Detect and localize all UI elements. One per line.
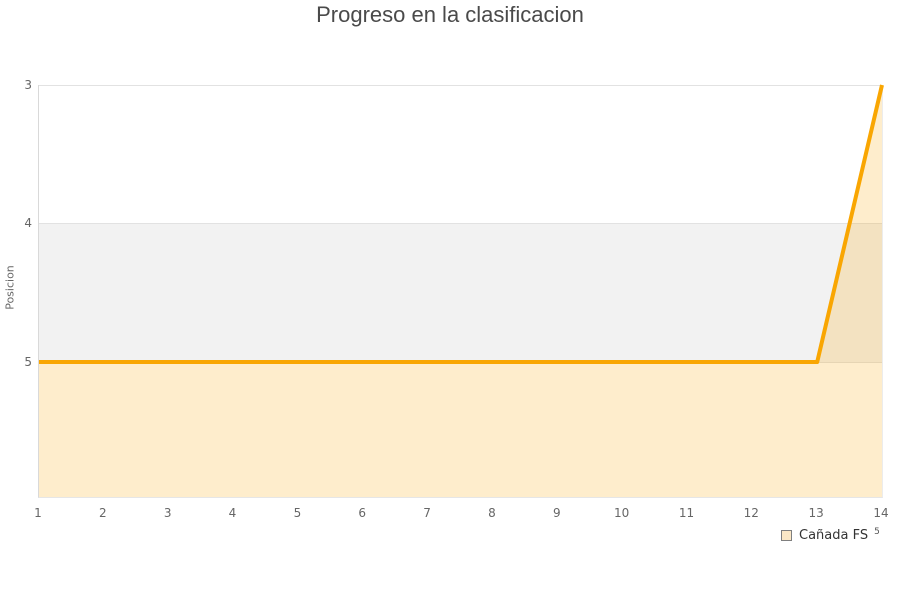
x-tick-label: 10 [613,506,630,520]
plot-band-4-5 [39,223,882,362]
x-tick-label: 2 [98,506,107,520]
legend-swatch-icon[interactable] [781,530,792,541]
x-tick-label: 9 [552,506,561,520]
legend-item[interactable]: Cañada FS 5 [781,526,880,543]
legend-superscript: 5 [874,526,880,537]
x-tick-label: 14 [873,506,889,520]
gridline-y-3 [39,85,882,86]
x-tick-label: 4 [228,506,237,520]
x-tick-label: 1 [34,506,42,520]
x-tick-label: 12 [743,506,759,520]
y-tick-label: 3 [24,78,32,92]
x-tick-label: 8 [488,506,496,520]
legend-label: Cañada FS [799,528,869,543]
x-tick-label: 7 [423,506,431,520]
x-tick-label: 11 [678,506,695,520]
y-tick-label: 5 [24,355,32,369]
series-area-chart [39,84,884,497]
chart-title: Progreso en la clasificacion [316,2,584,27]
series-area-fill [39,85,882,497]
x-tick-label: 6 [358,506,367,520]
x-tick-label: 13 [808,506,824,520]
y-axis-title: Posicion [3,265,17,310]
y-tick-label: 4 [24,216,32,230]
gridline-y-4 [39,223,882,224]
plot-area [38,84,884,498]
series-line [39,84,884,364]
x-tick-label: 5 [293,506,302,520]
x-tick-label: 3 [163,506,172,520]
